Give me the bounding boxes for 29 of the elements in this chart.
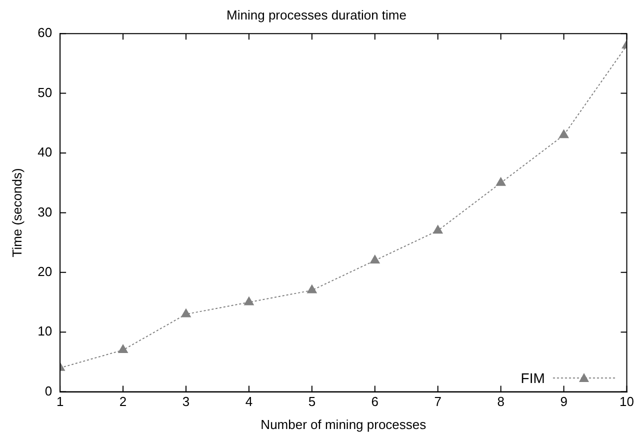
y-tick-label: 60 xyxy=(38,25,52,40)
y-tick-label: 50 xyxy=(38,84,52,100)
point xyxy=(558,130,569,138)
x-tick-label: 3 xyxy=(182,394,190,410)
y-tick-label: 40 xyxy=(38,144,52,160)
x-tick-label: 2 xyxy=(119,394,127,410)
y-tick-label: 10 xyxy=(38,324,52,339)
legend-label: FIM xyxy=(520,368,545,388)
x-tick-label: 10 xyxy=(620,394,634,410)
point xyxy=(118,344,128,354)
y-tick-label: 0 xyxy=(44,383,52,398)
x-tick-label: 7 xyxy=(434,394,442,410)
y-tick-label: 30 xyxy=(38,204,52,220)
chart-title: Mining processes duration time xyxy=(226,7,406,22)
point xyxy=(181,308,191,318)
x-tick-label: 8 xyxy=(497,394,504,410)
x-axis-title: Number of mining processes xyxy=(260,416,427,432)
x-tick-label: 5 xyxy=(308,394,316,410)
point xyxy=(433,225,443,234)
point xyxy=(370,254,380,264)
point xyxy=(496,177,506,186)
point xyxy=(244,296,254,306)
y-tick-label: 20 xyxy=(38,264,52,279)
x-tick-label: 1 xyxy=(56,394,64,410)
x-tick-label: 6 xyxy=(371,394,379,410)
x-tick-label: 4 xyxy=(245,394,253,410)
x-tick-label: 9 xyxy=(560,394,568,410)
y-axis-title: Time (seconds) xyxy=(9,168,24,258)
point xyxy=(307,284,317,294)
